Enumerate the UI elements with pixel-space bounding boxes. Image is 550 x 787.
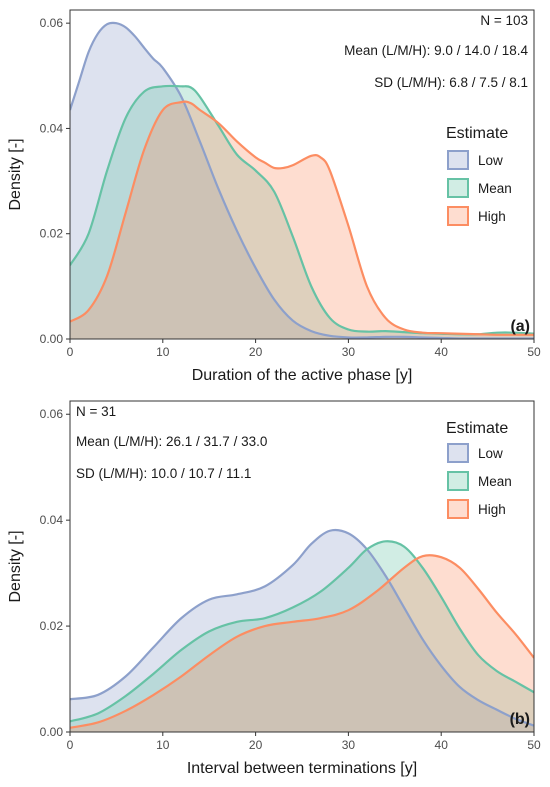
stat-annotation: N = 31	[76, 404, 116, 419]
panel-tag: (b)	[510, 711, 530, 728]
stat-annotation: Mean (L/M/H): 26.1 / 31.7 / 33.0	[76, 434, 267, 449]
y-tick-label: 0.06	[40, 407, 64, 421]
legend-key-low	[447, 150, 469, 170]
legend-label: High	[478, 502, 506, 517]
legend-title: Estimate	[446, 125, 508, 142]
x-axis-title: Interval between terminations [y]	[187, 760, 417, 777]
x-axis-title: Duration of the active phase [y]	[192, 367, 413, 384]
x-tick-label: 0	[67, 345, 74, 359]
density-line-low	[70, 21, 534, 339]
x-tick-label: 20	[249, 738, 263, 752]
panel-border	[69, 9, 535, 340]
panel-border	[69, 400, 535, 733]
x-tick-label: 50	[527, 345, 541, 359]
legend: Estimate Low Mean High	[446, 125, 512, 226]
stat-annotation: N = 103	[480, 13, 528, 28]
legend-key-high	[447, 499, 469, 519]
density-line-high	[70, 100, 534, 336]
density-line-high	[70, 554, 534, 729]
stat-annotation: SD (L/M/H): 10.0 / 10.7 / 11.1	[76, 466, 251, 481]
density-area-low	[70, 22, 534, 339]
stat-annotation: Mean (L/M/H): 9.0 / 14.0 / 18.4	[344, 43, 528, 58]
density-areas	[70, 528, 534, 732]
y-tick-label: 0.00	[40, 332, 64, 346]
legend-key-high	[447, 206, 469, 226]
density-area-high	[70, 555, 534, 732]
density-area-mean	[70, 85, 534, 339]
density-line-low	[70, 528, 534, 727]
chart-panel-b: 0 10 20 30 40 50 0.00 0.02 0.04 0.06 Interval betw…	[7, 400, 541, 777]
x-tick-label: 30	[342, 345, 356, 359]
x-tick-label: 10	[156, 345, 170, 359]
y-tick-label: 0.06	[40, 16, 64, 30]
x-tick-label: 30	[342, 738, 356, 752]
density-area-low	[70, 529, 534, 732]
y-tick-label: 0.04	[40, 121, 64, 135]
legend-label: Low	[478, 153, 503, 168]
density-areas	[70, 21, 534, 339]
legend-title: Estimate	[446, 420, 508, 437]
legend-key-low	[447, 443, 469, 463]
density-area-high	[70, 101, 534, 339]
x-tick-label: 20	[249, 345, 263, 359]
density-line-mean	[70, 540, 534, 723]
y-axis-title: Density [-]	[7, 138, 24, 210]
y-axis-title: Density [-]	[7, 530, 24, 602]
legend-key-mean	[447, 178, 469, 198]
y-tick-label: 0.00	[40, 725, 64, 739]
legend-label: High	[478, 209, 506, 224]
legend: Estimate Low Mean High	[446, 420, 512, 519]
x-tick-label: 40	[435, 345, 449, 359]
legend-label: Mean	[478, 474, 512, 489]
x-tick-label: 40	[435, 738, 449, 752]
y-tick-label: 0.02	[40, 227, 64, 241]
legend-key-mean	[447, 471, 469, 491]
x-tick-label: 10	[156, 738, 170, 752]
panel-tag: (a)	[510, 318, 530, 335]
legend-label: Low	[478, 446, 503, 461]
density-area-mean	[70, 541, 534, 732]
chart-panel-a: 0 10 20 30 40 50 0.00 0.02 0.04 0.06 Duration of t…	[7, 9, 541, 384]
y-tick-label: 0.02	[40, 619, 64, 633]
x-tick-label: 0	[67, 738, 74, 752]
legend-label: Mean	[478, 181, 512, 196]
x-tick-label: 50	[527, 738, 541, 752]
y-tick-label: 0.04	[40, 513, 64, 527]
stat-annotation: SD (L/M/H): 6.8 / 7.5 / 8.1	[374, 75, 528, 90]
